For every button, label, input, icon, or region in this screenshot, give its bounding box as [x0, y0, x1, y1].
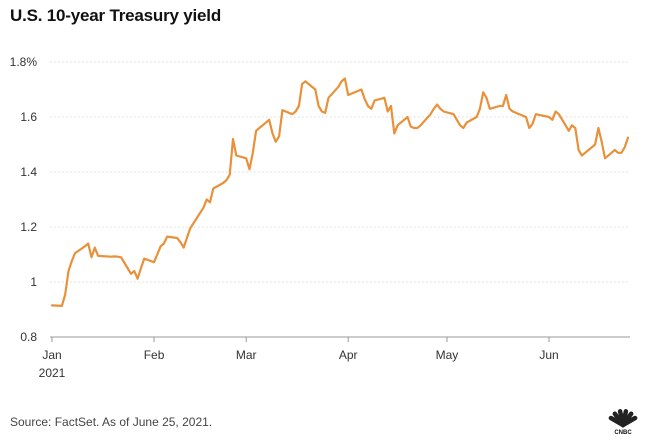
cnbc-peacock-logo: CNBC: [608, 409, 638, 436]
y-tick-label-1: 1: [30, 275, 37, 289]
series-layer: [50, 77, 630, 307]
y-tick-label-4: 1.6: [20, 110, 37, 124]
logo-text: CNBC: [614, 430, 632, 436]
x-tick-label-3: Apr: [339, 348, 358, 362]
logo-feather-5: [620, 415, 638, 428]
y-tick-label-0: 0.8: [20, 330, 37, 344]
x-tick-label-4: May: [436, 348, 459, 362]
grid-layer: [50, 61, 630, 338]
yield-line-chart: 0.8 1 1.2 1.4 1.6 1.8% Jan 2021 Feb Mar Apr May Jun: [10, 55, 630, 380]
x-tick-sublabel-0: 2021: [39, 366, 66, 380]
chart-title: U.S. 10-year Treasury yield: [10, 6, 222, 25]
x-tick-label-0: Jan: [42, 348, 61, 362]
source-note: Source: FactSet. As of June 25, 2021.: [10, 415, 213, 429]
y-tick-label-3: 1.4: [20, 165, 37, 179]
x-tick-label-2: Mar: [236, 348, 257, 362]
x-tick-label-5: Jun: [539, 348, 558, 362]
x-axis-ticks: Jan 2021 Feb Mar Apr May Jun: [39, 337, 559, 380]
x-tick-label-1: Feb: [144, 348, 165, 362]
series-line-0: [50, 77, 630, 307]
y-axis-ticks: 0.8 1 1.2 1.4 1.6 1.8%: [10, 55, 38, 344]
peacock-feathers-icon: [608, 409, 638, 428]
y-tick-label-2: 1.2: [20, 220, 37, 234]
y-tick-label-5: 1.8%: [10, 55, 38, 69]
